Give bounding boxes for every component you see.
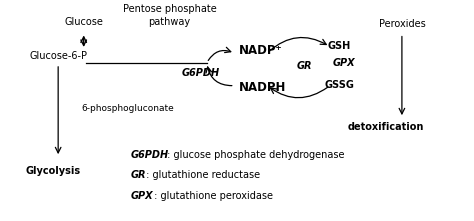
Text: G6PDH: G6PDH bbox=[130, 150, 168, 160]
Text: GR: GR bbox=[130, 170, 146, 181]
Text: GPX: GPX bbox=[130, 191, 153, 201]
Text: GSSG: GSSG bbox=[324, 80, 354, 90]
Text: Glycolysis: Glycolysis bbox=[26, 166, 81, 176]
Text: NADP⁺: NADP⁺ bbox=[239, 44, 283, 57]
Text: NADPH: NADPH bbox=[239, 81, 287, 94]
Text: Peroxides: Peroxides bbox=[379, 19, 425, 29]
Text: detoxification: detoxification bbox=[347, 122, 424, 132]
Text: Glucose: Glucose bbox=[64, 17, 103, 27]
Text: : glutathione peroxidase: : glutathione peroxidase bbox=[151, 191, 273, 201]
Text: GPX: GPX bbox=[332, 58, 355, 68]
Text: GSH: GSH bbox=[328, 40, 351, 51]
Text: : glucose phosphate dehydrogenase: : glucose phosphate dehydrogenase bbox=[164, 150, 344, 160]
Text: Glucose-6-P: Glucose-6-P bbox=[29, 51, 87, 61]
Text: G6PDH: G6PDH bbox=[181, 68, 219, 78]
Text: 6-phosphogluconate: 6-phosphogluconate bbox=[82, 104, 174, 113]
Text: : glutathione reductase: : glutathione reductase bbox=[143, 170, 260, 181]
Text: Pentose phosphate
pathway: Pentose phosphate pathway bbox=[123, 4, 217, 27]
Text: GR: GR bbox=[297, 61, 312, 71]
